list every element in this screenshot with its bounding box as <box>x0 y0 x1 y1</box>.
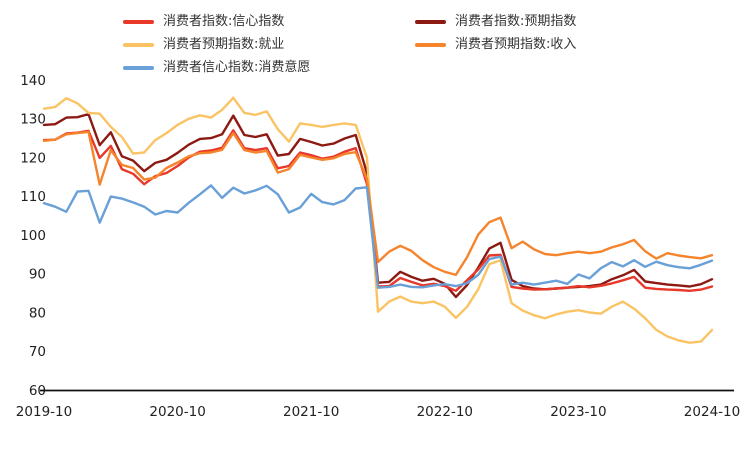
y-axis-label: 140 <box>20 73 46 89</box>
series-line-2 <box>42 96 714 344</box>
legend-item-3: 消费者预期指数:收入 <box>415 35 576 55</box>
x-axis-label: 2024-10 <box>684 404 740 420</box>
legend-item-1: 消费者指数:预期指数 <box>415 12 576 32</box>
legend-label: 消费者指数:信心指数 <box>163 14 285 29</box>
legend-swatch-icon <box>123 20 154 24</box>
y-axis-label: 120 <box>20 150 46 166</box>
legend-label: 消费者信心指数:消费意愿 <box>163 60 311 75</box>
x-axis-label: 2022-10 <box>417 404 473 420</box>
series-line-4 <box>42 184 714 289</box>
y-axis-label: 110 <box>20 189 46 205</box>
legend-swatch-icon <box>415 20 446 24</box>
y-axis-label: 80 <box>29 305 46 321</box>
legend-label: 消费者指数:预期指数 <box>455 14 577 29</box>
x-axis-label: 2019-10 <box>16 404 72 420</box>
x-axis-label: 2023-10 <box>550 404 606 420</box>
legend-swatch-icon <box>123 43 154 47</box>
y-axis-label: 100 <box>20 228 46 244</box>
legend-label: 消费者预期指数:收入 <box>455 37 577 52</box>
legend-item-0: 消费者指数:信心指数 <box>123 12 284 32</box>
y-axis-label: 60 <box>29 383 46 399</box>
y-axis-label: 70 <box>29 344 46 360</box>
x-axis-label: 2021-10 <box>283 404 339 420</box>
legend-item-4: 消费者信心指数:消费意愿 <box>123 58 310 78</box>
series-line-0 <box>42 129 714 292</box>
legend: 消费者指数:信心指数 消费者指数:预期指数消费者预期指数:就业 消费者预期指数:收入… <box>0 0 750 80</box>
x-axis-label: 2020-10 <box>149 404 205 420</box>
legend-swatch-icon <box>123 66 154 70</box>
legend-item-2: 消费者预期指数:就业 <box>123 35 284 55</box>
legend-swatch-icon <box>415 43 446 47</box>
legend-label: 消费者预期指数:就业 <box>163 37 285 52</box>
y-axis-label: 130 <box>20 112 46 128</box>
y-axis-label: 90 <box>29 267 46 283</box>
series-line-3 <box>42 130 714 277</box>
